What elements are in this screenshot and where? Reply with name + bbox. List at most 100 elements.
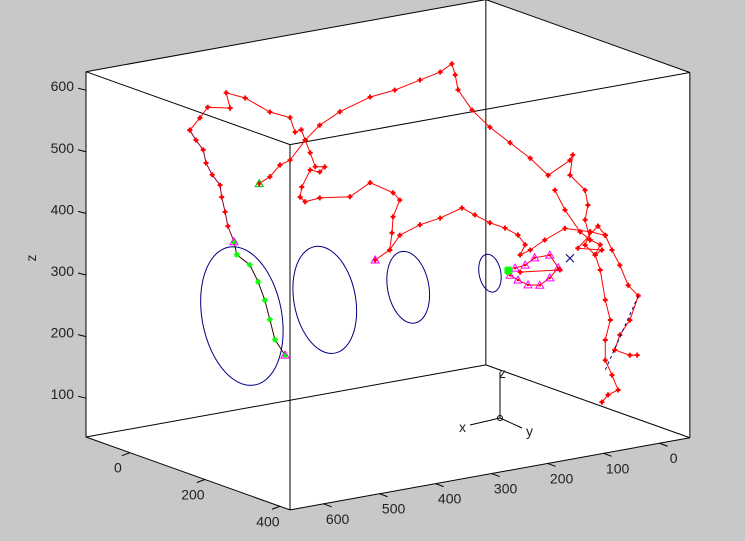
gate-circle (200, 246, 284, 386)
z-tick (77, 210, 87, 214)
plus-marker (502, 225, 508, 231)
plus-marker (307, 167, 313, 173)
gate-circle (386, 250, 431, 324)
plus-marker (242, 95, 248, 101)
plus-marker (193, 137, 199, 143)
plus-marker (317, 169, 323, 175)
y-tick (547, 462, 556, 467)
plus-marker (517, 269, 523, 275)
plus-marker (297, 194, 303, 200)
plus-marker (317, 195, 323, 201)
plus-marker (302, 199, 308, 205)
triad-y-label: y (526, 423, 533, 439)
plus-marker (455, 87, 461, 93)
plus-marker (527, 247, 533, 253)
box-edge (485, 364, 691, 439)
gate-circles (200, 245, 502, 386)
plus-marker (625, 282, 631, 288)
plus-marker (219, 194, 225, 200)
plus-marker (437, 215, 443, 221)
trajectory-line (509, 254, 559, 286)
plus-marker (449, 61, 455, 67)
trajectory-series (187, 61, 641, 405)
point-dot (538, 283, 542, 287)
plus-marker (487, 220, 493, 226)
y-tick-label: 100 (606, 460, 630, 476)
plus-marker (602, 232, 608, 238)
plus-marker (322, 164, 328, 170)
plus-marker (225, 223, 231, 229)
plus-marker (209, 172, 215, 178)
box-edge (85, 436, 291, 511)
plus-marker (437, 69, 443, 75)
plus-marker (469, 107, 475, 113)
plus-marker (417, 222, 423, 228)
y-tick (491, 473, 500, 478)
star-marker (261, 297, 268, 304)
plus-marker (389, 230, 395, 236)
plus-marker (575, 245, 581, 251)
plus-marker (452, 72, 458, 78)
plus-marker (585, 202, 591, 208)
plus-marker (627, 317, 633, 323)
y-tick (323, 503, 332, 508)
box-edge (289, 72, 690, 146)
plus-marker (609, 247, 615, 253)
triangle-marker (544, 250, 555, 259)
point-dot (556, 266, 560, 270)
triad-y-axis (499, 417, 523, 429)
plus-marker (515, 232, 521, 238)
plus-marker (617, 262, 623, 268)
plus-marker (337, 109, 343, 115)
triangle-marker (529, 252, 540, 262)
star-marker (255, 278, 262, 285)
y-tick-label: 300 (494, 481, 518, 497)
plus-marker (298, 127, 304, 133)
triad-x-label: x (459, 419, 466, 435)
triangle-marker (544, 272, 555, 282)
plus-marker (347, 194, 353, 200)
orientation-triad: x y z (459, 365, 533, 439)
triad-x-axis (469, 417, 501, 426)
plus-marker (552, 187, 558, 193)
triangle-marker (254, 178, 265, 188)
plus-marker (197, 115, 203, 121)
trajectory-line (520, 269, 560, 273)
star-marker (266, 316, 273, 323)
plus-marker (567, 172, 573, 178)
plus-marker (367, 94, 373, 100)
plus-marker (582, 242, 588, 248)
plus-marker (562, 207, 568, 213)
plus-marker (582, 187, 588, 193)
triangle-marker (513, 274, 523, 284)
plus-marker (612, 347, 618, 353)
plus-marker (287, 157, 293, 163)
trajectory-line (258, 63, 591, 240)
point-dot (513, 266, 517, 270)
point-dot (548, 276, 552, 280)
plus-marker (187, 127, 193, 133)
box-edge (85, 364, 486, 438)
plus-marker (277, 162, 283, 168)
y-tick-label: 200 (550, 470, 574, 486)
plus-marker (570, 152, 576, 158)
plus-marker (595, 223, 601, 229)
plus-marker (582, 217, 588, 223)
z-tick (77, 395, 87, 399)
plus-marker (605, 392, 611, 398)
plus-marker (267, 174, 273, 180)
plus-marker (302, 137, 308, 143)
plus-marker (602, 297, 608, 303)
plus-marker (287, 115, 293, 121)
plus-marker (599, 247, 605, 253)
plus-marker (517, 252, 523, 258)
triangle-marker (534, 280, 545, 289)
plus-marker (587, 237, 593, 243)
plus-marker (217, 182, 223, 188)
z-tick (77, 149, 87, 153)
trajectory-segment (517, 267, 563, 275)
plus-marker (587, 229, 593, 235)
trajectory-segment (602, 232, 641, 358)
plus-marker (577, 229, 583, 235)
trajectory-segment (387, 205, 593, 258)
